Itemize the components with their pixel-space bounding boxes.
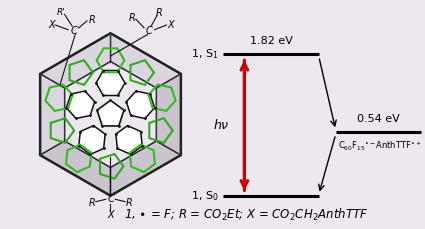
Polygon shape <box>126 91 155 118</box>
Text: $h\nu$: $h\nu$ <box>212 118 230 132</box>
Text: X: X <box>48 20 55 30</box>
Polygon shape <box>156 74 181 155</box>
Text: R: R <box>126 198 133 208</box>
Text: 0.54 eV: 0.54 eV <box>357 114 400 124</box>
Text: C: C <box>71 26 77 36</box>
Text: X: X <box>107 210 114 220</box>
Text: R: R <box>129 13 136 23</box>
Text: 1, S$_1$: 1, S$_1$ <box>191 47 219 61</box>
Text: 1.82 eV: 1.82 eV <box>249 36 292 46</box>
Text: R: R <box>88 15 95 25</box>
Polygon shape <box>40 33 110 88</box>
Polygon shape <box>40 74 65 155</box>
Text: X: X <box>168 20 175 30</box>
Polygon shape <box>97 100 124 126</box>
Text: C: C <box>107 194 114 204</box>
Polygon shape <box>116 126 142 154</box>
Polygon shape <box>79 126 105 154</box>
Text: R': R' <box>57 8 65 16</box>
Polygon shape <box>66 91 95 118</box>
Text: C: C <box>145 26 152 36</box>
Text: 1, $\bullet$ = F; R = CO$_2$Et; X = CO$_2$CH$_2$AnthTTF: 1, $\bullet$ = F; R = CO$_2$Et; X = CO$_… <box>124 207 369 223</box>
Polygon shape <box>96 71 125 95</box>
Text: C$_{60}$F$_{15}$$^{\bullet-}$AnthTTF$^{\bullet+}$: C$_{60}$F$_{15}$$^{\bullet-}$AnthTTF$^{\… <box>338 140 421 153</box>
Text: 1, S$_0$: 1, S$_0$ <box>191 189 219 203</box>
Text: R: R <box>88 198 95 208</box>
Text: R: R <box>156 8 163 18</box>
Polygon shape <box>110 141 181 196</box>
Polygon shape <box>40 141 110 196</box>
Polygon shape <box>110 33 181 88</box>
